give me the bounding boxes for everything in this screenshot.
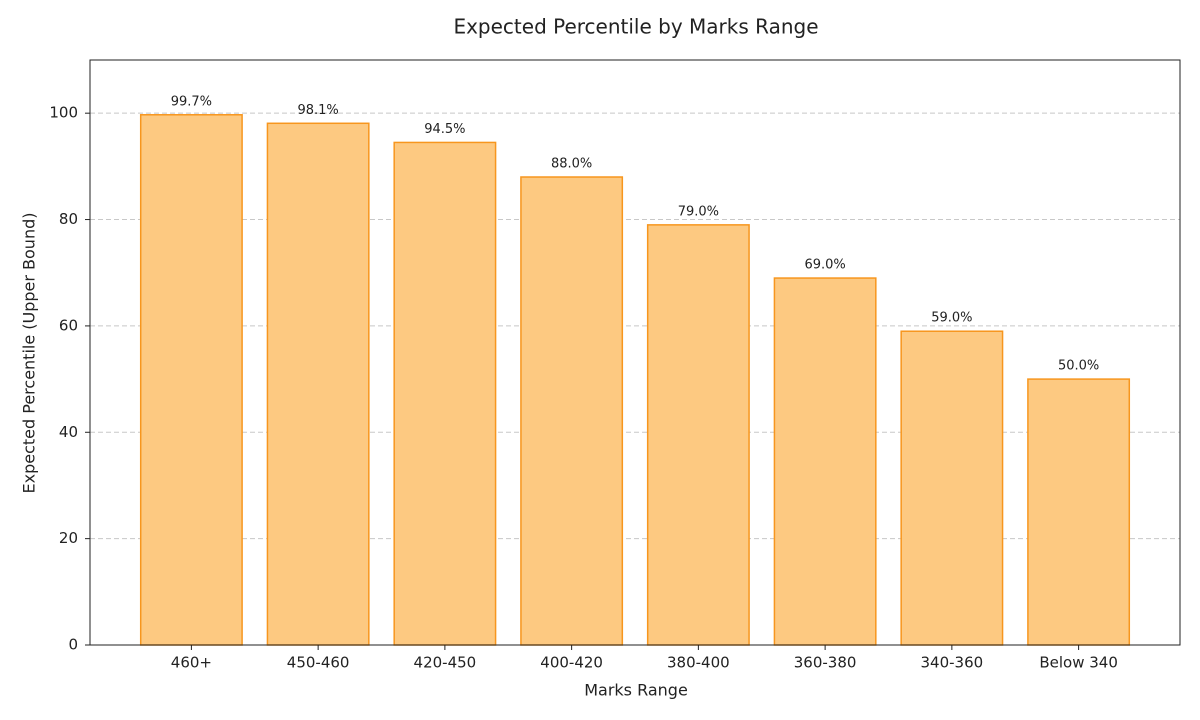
x-tick-label: 400-420 [540, 654, 603, 672]
bar [646, 224, 750, 646]
y-tick-label: 60 [59, 316, 78, 334]
x-tick-label: 380-400 [667, 654, 730, 672]
grid [90, 112, 1180, 540]
bar [520, 176, 624, 646]
y-axis-label: Expected Percentile (Upper Bound) [20, 213, 39, 494]
y-tick-label: 40 [59, 423, 78, 441]
value-label: 94.5% [424, 122, 465, 137]
y-tick-label: 100 [49, 104, 78, 122]
x-tick-label: 420-450 [414, 654, 477, 672]
bar [1027, 378, 1131, 646]
bar [139, 114, 243, 646]
bar [266, 122, 370, 646]
chart-title: Expected Percentile by Marks Range [453, 15, 818, 39]
value-label: 79.0% [678, 204, 719, 219]
value-label: 88.0% [551, 157, 592, 172]
x-tick-label: 340-360 [921, 654, 984, 672]
x-axis-label: Marks Range [584, 681, 688, 700]
y-tick-label: 80 [59, 210, 78, 228]
x-tick-label: Below 340 [1039, 654, 1118, 672]
value-label: 50.0% [1058, 359, 1099, 374]
value-label: 69.0% [804, 258, 845, 273]
x-tick-label: 360-380 [794, 654, 857, 672]
bar [393, 141, 497, 646]
value-label: 99.7% [171, 94, 212, 109]
x-tick-label: 460+ [171, 654, 212, 672]
value-label: 98.1% [297, 103, 338, 118]
plot-frame [89, 59, 1181, 646]
x-tick-label: 450-460 [287, 654, 350, 672]
bars [139, 114, 1131, 646]
y-tick-label: 20 [59, 529, 78, 547]
y-tick-label: 0 [68, 636, 78, 654]
bar [900, 330, 1004, 646]
bar [773, 277, 877, 646]
value-label: 59.0% [931, 311, 972, 326]
